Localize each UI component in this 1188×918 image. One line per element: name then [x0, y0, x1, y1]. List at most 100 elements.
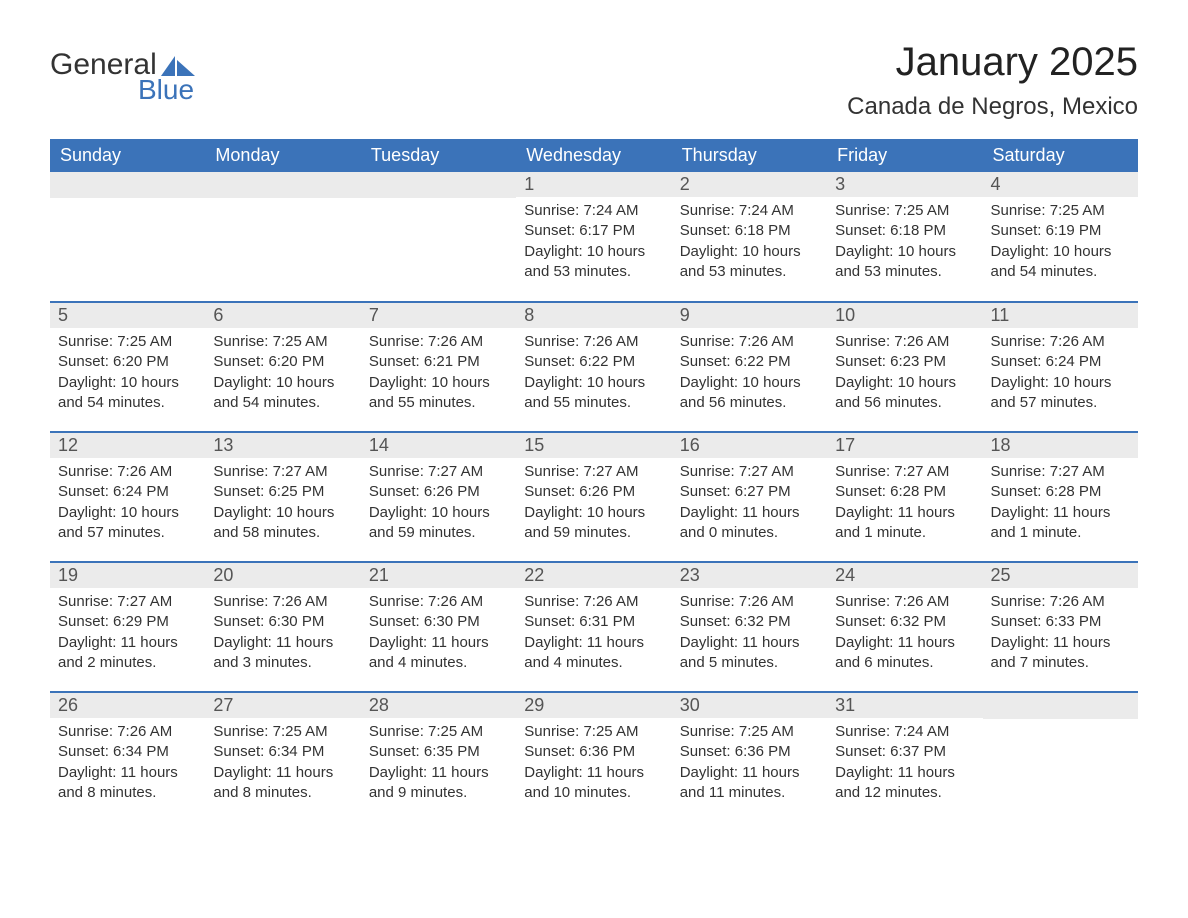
sunset-text: Sunset: 6:19 PM: [991, 221, 1130, 241]
weekday-header: Tuesday: [361, 139, 516, 172]
sunrise-text: Sunrise: 7:25 AM: [369, 722, 508, 742]
sunset-text: Sunset: 6:18 PM: [835, 221, 974, 241]
sunrise-text: Sunrise: 7:26 AM: [991, 332, 1130, 352]
calendar-body: 1Sunrise: 7:24 AMSunset: 6:17 PMDaylight…: [50, 172, 1138, 822]
day-number: 16: [672, 433, 827, 458]
sunset-text: Sunset: 6:20 PM: [58, 352, 197, 372]
calendar-day-cell: [205, 172, 360, 302]
sunrise-text: Sunrise: 7:26 AM: [524, 332, 663, 352]
sunset-text: Sunset: 6:17 PM: [524, 221, 663, 241]
sunset-text: Sunset: 6:36 PM: [680, 742, 819, 762]
daylight-text: Daylight: 10 hours and 57 minutes.: [58, 503, 197, 544]
daylight-text: Daylight: 11 hours and 8 minutes.: [58, 763, 197, 804]
sunrise-text: Sunrise: 7:27 AM: [213, 462, 352, 482]
daylight-text: Daylight: 10 hours and 53 minutes.: [835, 242, 974, 283]
day-content: Sunrise: 7:27 AMSunset: 6:29 PMDaylight:…: [50, 588, 205, 681]
sunrise-text: Sunrise: 7:25 AM: [58, 332, 197, 352]
calendar-table: Sunday Monday Tuesday Wednesday Thursday…: [50, 139, 1138, 822]
calendar-day-cell: 30Sunrise: 7:25 AMSunset: 6:36 PMDayligh…: [672, 692, 827, 822]
sunrise-text: Sunrise: 7:27 AM: [991, 462, 1130, 482]
day-content: Sunrise: 7:26 AMSunset: 6:30 PMDaylight:…: [205, 588, 360, 681]
daylight-text: Daylight: 10 hours and 56 minutes.: [680, 373, 819, 414]
day-number: 25: [983, 563, 1138, 588]
calendar-day-cell: 13Sunrise: 7:27 AMSunset: 6:25 PMDayligh…: [205, 432, 360, 562]
weekday-header: Saturday: [983, 139, 1138, 172]
day-number: 23: [672, 563, 827, 588]
sunrise-text: Sunrise: 7:26 AM: [369, 332, 508, 352]
sunset-text: Sunset: 6:35 PM: [369, 742, 508, 762]
calendar-day-cell: 5Sunrise: 7:25 AMSunset: 6:20 PMDaylight…: [50, 302, 205, 432]
daylight-text: Daylight: 11 hours and 8 minutes.: [213, 763, 352, 804]
daylight-text: Daylight: 11 hours and 11 minutes.: [680, 763, 819, 804]
calendar-day-cell: 14Sunrise: 7:27 AMSunset: 6:26 PMDayligh…: [361, 432, 516, 562]
daylight-text: Daylight: 11 hours and 1 minute.: [991, 503, 1130, 544]
header: General Blue January 2025 Canada de Negr…: [50, 40, 1138, 121]
daylight-text: Daylight: 11 hours and 9 minutes.: [369, 763, 508, 804]
day-content: Sunrise: 7:24 AMSunset: 6:37 PMDaylight:…: [827, 718, 982, 811]
daylight-text: Daylight: 10 hours and 54 minutes.: [991, 242, 1130, 283]
weekday-header: Thursday: [672, 139, 827, 172]
day-number: 30: [672, 693, 827, 718]
sunset-text: Sunset: 6:30 PM: [369, 612, 508, 632]
sunrise-text: Sunrise: 7:25 AM: [213, 332, 352, 352]
daylight-text: Daylight: 11 hours and 4 minutes.: [369, 633, 508, 674]
sunset-text: Sunset: 6:37 PM: [835, 742, 974, 762]
day-number: 6: [205, 303, 360, 328]
empty-day-header: [205, 172, 360, 198]
sunrise-text: Sunrise: 7:26 AM: [369, 592, 508, 612]
day-number: 22: [516, 563, 671, 588]
calendar-day-cell: 26Sunrise: 7:26 AMSunset: 6:34 PMDayligh…: [50, 692, 205, 822]
calendar-week-row: 1Sunrise: 7:24 AMSunset: 6:17 PMDaylight…: [50, 172, 1138, 302]
sunset-text: Sunset: 6:31 PM: [524, 612, 663, 632]
sunset-text: Sunset: 6:34 PM: [213, 742, 352, 762]
day-content: Sunrise: 7:26 AMSunset: 6:24 PMDaylight:…: [50, 458, 205, 551]
calendar-day-cell: 1Sunrise: 7:24 AMSunset: 6:17 PMDaylight…: [516, 172, 671, 302]
sunrise-text: Sunrise: 7:27 AM: [524, 462, 663, 482]
sunrise-text: Sunrise: 7:24 AM: [680, 201, 819, 221]
daylight-text: Daylight: 10 hours and 59 minutes.: [524, 503, 663, 544]
sunset-text: Sunset: 6:22 PM: [524, 352, 663, 372]
day-content: Sunrise: 7:27 AMSunset: 6:27 PMDaylight:…: [672, 458, 827, 551]
sunrise-text: Sunrise: 7:26 AM: [835, 332, 974, 352]
daylight-text: Daylight: 10 hours and 59 minutes.: [369, 503, 508, 544]
weekday-header: Friday: [827, 139, 982, 172]
empty-day-header: [50, 172, 205, 198]
sunset-text: Sunset: 6:22 PM: [680, 352, 819, 372]
calendar-day-cell: 31Sunrise: 7:24 AMSunset: 6:37 PMDayligh…: [827, 692, 982, 822]
sunset-text: Sunset: 6:29 PM: [58, 612, 197, 632]
day-content: Sunrise: 7:24 AMSunset: 6:17 PMDaylight:…: [516, 197, 671, 290]
day-content: Sunrise: 7:27 AMSunset: 6:26 PMDaylight:…: [516, 458, 671, 551]
daylight-text: Daylight: 10 hours and 53 minutes.: [524, 242, 663, 283]
day-content: Sunrise: 7:24 AMSunset: 6:18 PMDaylight:…: [672, 197, 827, 290]
daylight-text: Daylight: 10 hours and 54 minutes.: [58, 373, 197, 414]
day-number: 4: [983, 172, 1138, 197]
day-number: 17: [827, 433, 982, 458]
sunrise-text: Sunrise: 7:26 AM: [680, 332, 819, 352]
day-number: 3: [827, 172, 982, 197]
sunset-text: Sunset: 6:18 PM: [680, 221, 819, 241]
day-content: Sunrise: 7:25 AMSunset: 6:34 PMDaylight:…: [205, 718, 360, 811]
empty-day-header: [983, 693, 1138, 719]
daylight-text: Daylight: 11 hours and 2 minutes.: [58, 633, 197, 674]
calendar-day-cell: [983, 692, 1138, 822]
calendar-day-cell: 9Sunrise: 7:26 AMSunset: 6:22 PMDaylight…: [672, 302, 827, 432]
day-content: Sunrise: 7:27 AMSunset: 6:28 PMDaylight:…: [983, 458, 1138, 551]
day-number: 28: [361, 693, 516, 718]
sunrise-text: Sunrise: 7:27 AM: [58, 592, 197, 612]
sunset-text: Sunset: 6:24 PM: [58, 482, 197, 502]
calendar-day-cell: 10Sunrise: 7:26 AMSunset: 6:23 PMDayligh…: [827, 302, 982, 432]
sunrise-text: Sunrise: 7:27 AM: [835, 462, 974, 482]
sunset-text: Sunset: 6:21 PM: [369, 352, 508, 372]
calendar-day-cell: 11Sunrise: 7:26 AMSunset: 6:24 PMDayligh…: [983, 302, 1138, 432]
calendar-day-cell: 22Sunrise: 7:26 AMSunset: 6:31 PMDayligh…: [516, 562, 671, 692]
day-number: 10: [827, 303, 982, 328]
sunset-text: Sunset: 6:30 PM: [213, 612, 352, 632]
weekday-header: Monday: [205, 139, 360, 172]
sunset-text: Sunset: 6:32 PM: [680, 612, 819, 632]
sunset-text: Sunset: 6:34 PM: [58, 742, 197, 762]
day-content: Sunrise: 7:25 AMSunset: 6:19 PMDaylight:…: [983, 197, 1138, 290]
calendar-day-cell: 4Sunrise: 7:25 AMSunset: 6:19 PMDaylight…: [983, 172, 1138, 302]
sunset-text: Sunset: 6:25 PM: [213, 482, 352, 502]
sunrise-text: Sunrise: 7:26 AM: [524, 592, 663, 612]
calendar-header-row: Sunday Monday Tuesday Wednesday Thursday…: [50, 139, 1138, 172]
